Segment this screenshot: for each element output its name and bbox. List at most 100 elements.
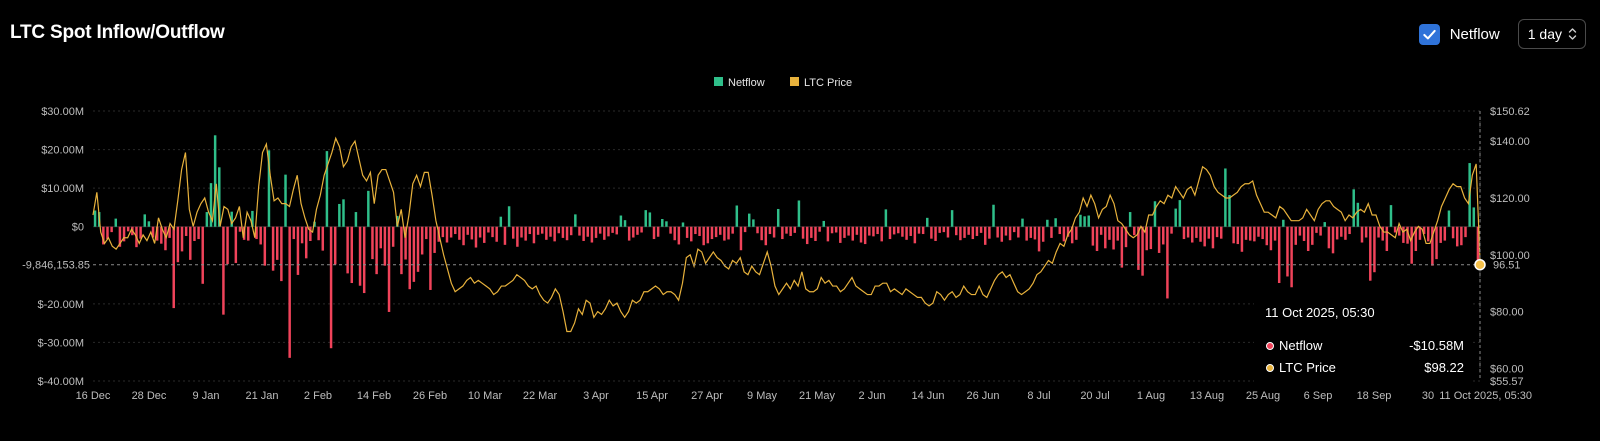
netflow-bar (1369, 226, 1372, 281)
netflow-bar (648, 212, 652, 227)
netflow-bar (810, 226, 813, 238)
netflow-bar (383, 226, 387, 266)
netflow-bar (1211, 226, 1215, 249)
netflow-bar (1046, 219, 1049, 227)
netflow-bar (1306, 226, 1310, 252)
netflow-bar (218, 167, 221, 227)
netflow-bar (309, 226, 312, 241)
netflow-bar (1319, 226, 1322, 236)
netflow-bar (1460, 226, 1463, 246)
tooltip-price-label: LTC Price (1279, 360, 1336, 375)
netflow-bar (627, 226, 631, 241)
netflow-bar (184, 226, 188, 236)
interval-select[interactable]: 1 day (1517, 19, 1586, 49)
left-tick-label: $10.00M (41, 183, 84, 195)
netflow-bar (1112, 226, 1115, 250)
netflow-bar (1128, 212, 1132, 227)
netflow-toggle-label[interactable]: Netflow (1449, 25, 1500, 43)
netflow-checkbox[interactable] (1418, 23, 1440, 45)
netflow-bar (1422, 226, 1426, 235)
netflow-bar (1062, 226, 1066, 242)
netflow-bar (445, 226, 449, 243)
netflow-bar (126, 226, 130, 232)
netflow-bar (1464, 226, 1467, 238)
left-tick-label: $-30.00M (38, 337, 84, 349)
netflow-bar (826, 226, 830, 242)
netflow-bar (706, 226, 710, 244)
page-title: LTC Spot Inflow/Outflow (10, 22, 225, 43)
netflow-bar (661, 219, 664, 227)
netflow-bar (950, 210, 954, 227)
netflow-bar (371, 226, 374, 260)
netflow-bar (569, 226, 573, 236)
netflow-bar (959, 226, 962, 241)
netflow-bar (1232, 226, 1235, 244)
netflow-bar (160, 226, 163, 244)
x-tick-label: 26 Feb (413, 390, 447, 402)
x-tick-label: 14 Feb (357, 390, 391, 402)
netflow-bar (1377, 226, 1380, 238)
netflow-bar (201, 226, 204, 284)
netflow-bar (955, 226, 958, 236)
data-tooltip: 11 Oct 2025, 05:30 Netflow -$10.58M LTC … (1254, 296, 1472, 388)
netflow-bar (1170, 226, 1173, 234)
netflow-bar (1286, 226, 1289, 277)
netflow-bar (1385, 226, 1389, 252)
x-tick-label: 13 Aug (1190, 390, 1224, 402)
netflow-bar (880, 226, 883, 242)
legend-label[interactable]: LTC Price (804, 77, 852, 89)
netflow-bar (934, 226, 937, 241)
legend-label[interactable]: Netflow (728, 77, 765, 89)
netflow-bar (1398, 226, 1401, 236)
x-tick-label: 21 Jan (245, 390, 278, 402)
netflow-bar (710, 226, 714, 240)
netflow-bar (1157, 226, 1161, 253)
x-tick-label: 1 Aug (1137, 390, 1165, 402)
netflow-bar (1364, 226, 1368, 238)
crosshair: -9,846,153.85 96.51 (22, 111, 1521, 381)
netflow-bar (1414, 226, 1418, 252)
netflow-bar (507, 206, 511, 227)
netflow-bar (1124, 226, 1128, 248)
netflow-bar (458, 226, 461, 240)
chart-controls: Netflow 1 day (1418, 19, 1586, 49)
x-tick-label: 27 Apr (691, 390, 723, 402)
x-tick-label: 2 Jun (859, 390, 886, 402)
x-tick-label: 20 Jul (1080, 390, 1109, 402)
netflow-bar (1455, 226, 1459, 247)
netflow-bar (930, 226, 933, 239)
netflow-bar (685, 226, 689, 238)
netflow-bar (822, 220, 825, 227)
netflow-bar (350, 226, 354, 284)
netflow-bar (690, 226, 693, 242)
right-tick-label: $120.00 (1490, 193, 1530, 205)
netflow-bar (979, 226, 983, 233)
legend-swatch (790, 77, 799, 86)
netflow-bar (834, 226, 838, 233)
netflow-bar (574, 214, 577, 227)
netflow-bar (106, 226, 109, 240)
crosshair-price-label: 96.51 (1493, 260, 1521, 272)
netflow-bar (1153, 201, 1157, 227)
netflow-bar (420, 226, 424, 255)
netflow-bar (619, 215, 623, 227)
netflow-bar (785, 226, 788, 234)
x-tick-label: 30 (1422, 390, 1434, 402)
netflow-bar (723, 226, 726, 241)
netflow-bar (1393, 226, 1397, 233)
netflow-bar (1054, 218, 1057, 227)
netflow-bar (329, 226, 333, 349)
tooltip-price-dot (1266, 363, 1274, 372)
netflow-bar (1174, 208, 1177, 227)
netflow-bar (1041, 226, 1045, 242)
netflow-bar (358, 226, 362, 286)
netflow-bar (1199, 226, 1202, 242)
netflow-bar (296, 226, 300, 275)
netflow-bar (1008, 226, 1012, 241)
netflow-bar (1327, 226, 1331, 249)
netflow-bar (868, 226, 871, 236)
netflow-bar (536, 226, 540, 235)
left-tick-label: $-40.00M (38, 376, 84, 388)
netflow-bar (946, 226, 950, 238)
